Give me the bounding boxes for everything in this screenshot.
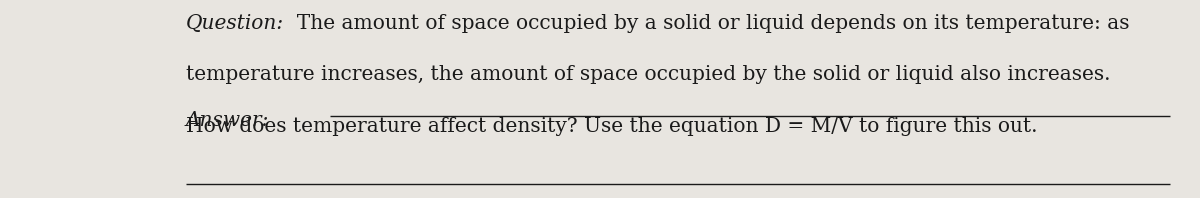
Text: The amount of space occupied by a solid or liquid depends on its temperature: as: The amount of space occupied by a solid … bbox=[284, 14, 1130, 33]
Text: How does temperature affect density? Use the equation D = M/V to figure this out: How does temperature affect density? Use… bbox=[186, 117, 1038, 136]
Text: temperature increases, the amount of space occupied by the solid or liquid also : temperature increases, the amount of spa… bbox=[186, 65, 1110, 84]
Text: Question:: Question: bbox=[186, 14, 284, 33]
Text: Answer:: Answer: bbox=[186, 111, 269, 130]
